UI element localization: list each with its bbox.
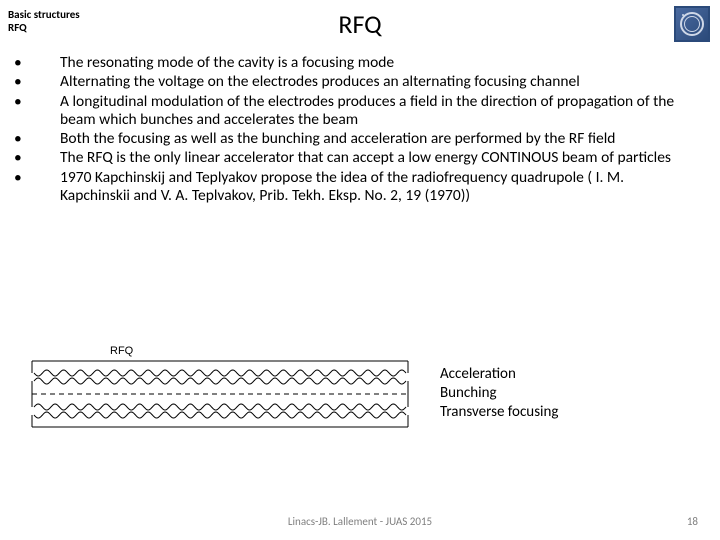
bullet-item: •A longitudinal modulation of the electr… bbox=[14, 93, 690, 130]
caption-line: Acceleration bbox=[440, 365, 558, 384]
footer-text: Linacs-JB. Lallement - JUAS 2015 bbox=[0, 515, 720, 528]
bullet-item: •Alternating the voltage on the electrod… bbox=[14, 73, 690, 91]
rfq-diagram-label: RFQ bbox=[110, 345, 133, 357]
bullet-text: The resonating mode of the cavity is a f… bbox=[60, 54, 690, 72]
bullet-marker: • bbox=[14, 93, 60, 130]
rfq-diagram: RFQ bbox=[30, 345, 410, 435]
bullet-list: •The resonating mode of the cavity is a … bbox=[14, 54, 690, 206]
page-number: 18 bbox=[687, 515, 698, 528]
cern-logo bbox=[674, 6, 710, 42]
caption-line: Transverse focusing bbox=[440, 403, 558, 422]
rfq-diagram-svg bbox=[30, 359, 410, 429]
bullet-text: 1970 Kapchinskij and Teplyakov propose t… bbox=[60, 169, 690, 206]
bullet-item: •The resonating mode of the cavity is a … bbox=[14, 54, 690, 72]
bullet-text: Alternating the voltage on the electrode… bbox=[60, 73, 690, 91]
cern-logo-rings bbox=[680, 12, 704, 36]
bullet-text: Both the focusing as well as the bunchin… bbox=[60, 130, 690, 148]
bullet-item: •Both the focusing as well as the bunchi… bbox=[14, 130, 690, 148]
bullet-marker: • bbox=[14, 149, 60, 167]
bullet-text: The RFQ is the only linear accelerator t… bbox=[60, 149, 690, 167]
page-title: RFQ bbox=[0, 8, 720, 40]
caption-line: Bunching bbox=[440, 384, 558, 403]
bullet-item: •The RFQ is the only linear accelerator … bbox=[14, 149, 690, 167]
bullet-item: •1970 Kapchinskij and Teplyakov propose … bbox=[14, 169, 690, 206]
bullet-marker: • bbox=[14, 130, 60, 148]
bullet-marker: • bbox=[14, 54, 60, 72]
bullet-marker: • bbox=[14, 73, 60, 91]
bullet-text: A longitudinal modulation of the electro… bbox=[60, 93, 690, 130]
diagram-captions: AccelerationBunchingTransverse focusing bbox=[440, 365, 558, 421]
bullet-marker: • bbox=[14, 169, 60, 206]
